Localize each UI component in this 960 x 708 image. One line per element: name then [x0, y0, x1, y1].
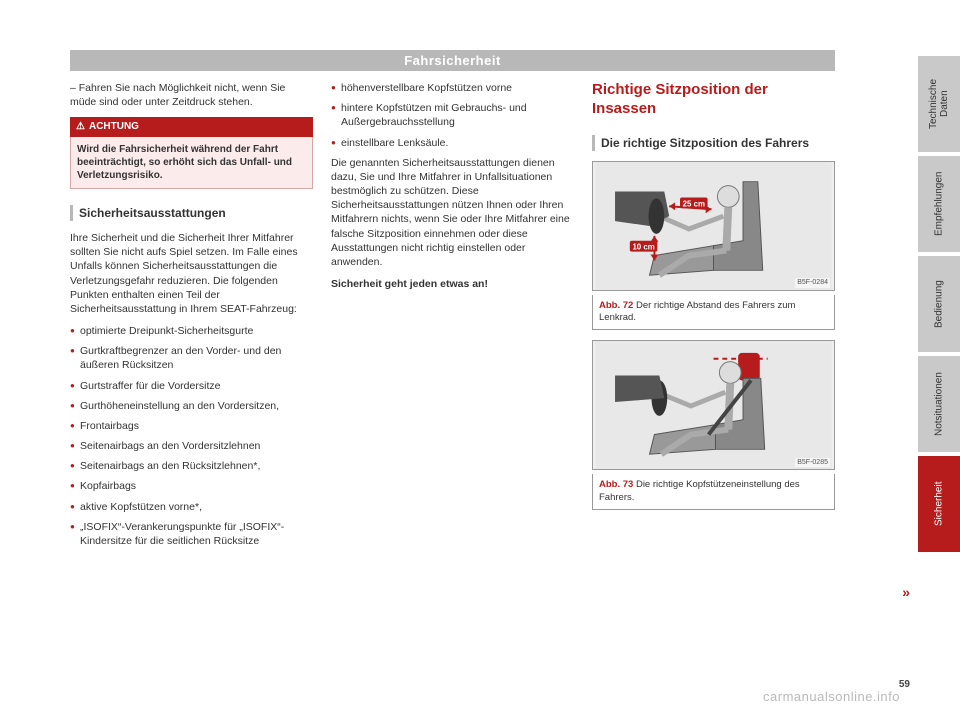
figure-72-caption: Abb. 72 Der richtige Abstand des Fahrers…: [592, 295, 835, 331]
list-item: Kopfairbags: [70, 479, 313, 493]
continue-mark: »: [902, 584, 910, 600]
list-item: einstellbare Lenksäule.: [331, 136, 574, 150]
column-3: Richtige Sitzposition der Insassen Die r…: [592, 81, 835, 554]
list-item: optimierte Dreipunkt-Sicherheitsgurte: [70, 324, 313, 338]
bold-statement: Sicherheit geht jeden etwas an!: [331, 277, 574, 291]
fig72-dist-top: 25 cm: [683, 199, 705, 208]
subheading-equipment: Sicherheitsausstattungen: [70, 205, 313, 221]
tab-bedienung[interactable]: Bedienung: [918, 256, 960, 352]
page-number: 59: [899, 679, 910, 690]
figure-73-code: B5F-0285: [795, 458, 830, 467]
tab-notsituationen[interactable]: Notsituationen: [918, 356, 960, 452]
column-2: höhenverstellbare Kopfstützen vorne hint…: [331, 81, 574, 554]
section-title: Richtige Sitzposition der Insassen: [592, 81, 835, 119]
side-tabs: Technische Daten Empfehlungen Bedienung …: [918, 56, 960, 556]
figure-73-caption: Abb. 73 Die richtige Kopfstützeneinstell…: [592, 474, 835, 510]
figure-72-svg: 25 cm 10 cm: [593, 162, 834, 290]
list-item: aktive Kopfstützen vorne*,: [70, 500, 313, 514]
columns: – Fahren Sie nach Möglichkeit nicht, wen…: [70, 81, 835, 554]
list-item: Gurtstraffer für die Vordersitze: [70, 379, 313, 393]
list-item: „ISOFIX“-Verankerungspunkte für „ISOFIX“…: [70, 520, 313, 548]
figure-73-label: Abb. 73: [599, 479, 633, 490]
page-header: Fahrsicherheit: [70, 50, 835, 71]
watermark: carmanualsonline.info: [763, 689, 900, 704]
intro-paragraph: Ihre Sicherheit und die Sicherheit Ihrer…: [70, 231, 313, 316]
list-item: hintere Kopfstützen mit Gebrauchs- und A…: [331, 101, 574, 129]
fig72-dist-bottom: 10 cm: [632, 242, 654, 251]
figure-73: B5F-0285: [592, 340, 835, 470]
figure-72-code: B5F-0284: [795, 278, 830, 287]
subheading-position: Die richtige Sitzposition des Fahrers: [592, 135, 835, 151]
tab-technische-daten[interactable]: Technische Daten: [918, 56, 960, 152]
tab-empfehlungen[interactable]: Empfehlungen: [918, 156, 960, 252]
figure-72-label: Abb. 72: [599, 300, 633, 311]
figure-72: 25 cm 10 cm B5F-0284: [592, 161, 835, 291]
list-item: höhenverstellbare Kopfstützen vorne: [331, 81, 574, 95]
equipment-list: optimierte Dreipunkt-Sicherheitsgurte Gu…: [70, 324, 313, 548]
list-item: Gurtkraftbegrenzer an den Vorder- und de…: [70, 344, 313, 372]
equipment-list-cont: höhenverstellbare Kopfstützen vorne hint…: [331, 81, 574, 150]
tab-sicherheit[interactable]: Sicherheit: [918, 456, 960, 552]
warning-header: ⚠ ACHTUNG: [70, 117, 313, 137]
explanation-paragraph: Die genannten Sicherheitsausstattungen d…: [331, 156, 574, 269]
list-item: Seitenairbags an den Vordersitzlehnen: [70, 439, 313, 453]
page-content: Fahrsicherheit – Fahren Sie nach Möglich…: [70, 50, 835, 670]
warning-label: ACHTUNG: [89, 121, 139, 132]
list-item: Seitenairbags an den Rücksitzlehnen*,: [70, 459, 313, 473]
dash-item: – Fahren Sie nach Möglichkeit nicht, wen…: [70, 81, 313, 109]
warning-body: Wird die Fahrsicherheit während der Fahr…: [70, 137, 313, 189]
column-1: – Fahren Sie nach Möglichkeit nicht, wen…: [70, 81, 313, 554]
warning-triangle-icon: ⚠: [76, 121, 85, 132]
list-item: Frontairbags: [70, 419, 313, 433]
figure-73-svg: [593, 341, 834, 469]
list-item: Gurthöheneinstellung an den Vordersitzen…: [70, 399, 313, 413]
